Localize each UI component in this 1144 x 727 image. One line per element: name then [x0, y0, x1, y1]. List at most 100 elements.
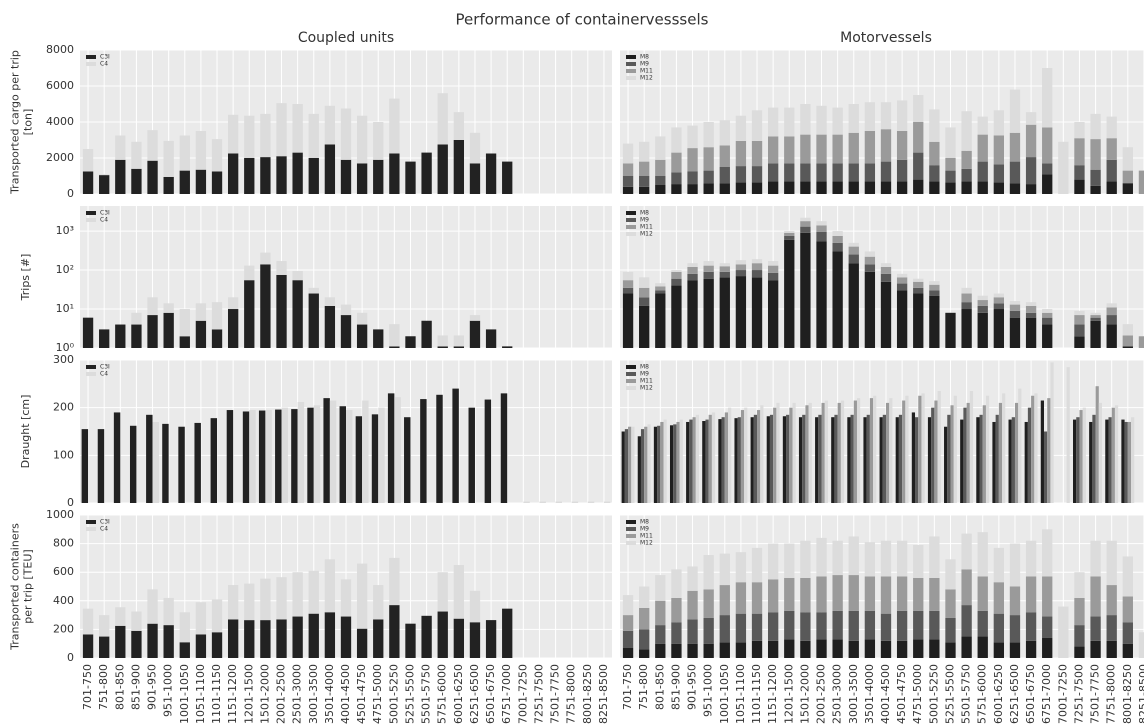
- legend-swatch: [86, 55, 96, 59]
- legend-label: M8: [640, 54, 649, 61]
- bar: [152, 421, 159, 503]
- bar-segment: [1025, 124, 1037, 158]
- bar: [744, 407, 748, 503]
- bar-segment: [687, 125, 698, 149]
- bar-segment: [356, 163, 368, 194]
- bar-segment: [848, 575, 859, 611]
- bar-segment: [622, 271, 634, 281]
- bar-segment: [1106, 615, 1117, 641]
- x-tick-label: 4751-5000: [371, 664, 384, 724]
- legend-label: M11: [640, 68, 653, 75]
- bar-segment: [1074, 315, 1085, 325]
- bar-segment: [453, 112, 465, 140]
- bar-segment: [719, 642, 730, 658]
- bar-segment: [767, 579, 779, 613]
- legend-label: C3I: [100, 519, 110, 526]
- bar: [323, 398, 330, 503]
- bar-segment: [373, 585, 384, 620]
- legend-swatch: [626, 365, 636, 369]
- legend-label: M9: [640, 61, 649, 68]
- bar: [1047, 398, 1051, 503]
- bar-segment: [816, 639, 827, 658]
- bar-segment: [1138, 632, 1144, 658]
- bar: [911, 412, 916, 503]
- bar: [879, 417, 883, 503]
- panel-title: Motorvessels: [840, 30, 932, 46]
- bar-segment: [1074, 597, 1085, 626]
- y-tick-label: 0: [67, 187, 74, 200]
- bar-segment: [502, 608, 513, 658]
- x-tick-label: 851-900: [129, 664, 142, 710]
- bar-segment: [703, 183, 714, 194]
- bar-segment: [913, 281, 924, 288]
- x-tick-label: 1001-1050: [178, 664, 191, 724]
- bar-segment: [1042, 576, 1053, 617]
- bar-segment: [453, 140, 465, 194]
- bar-segment: [244, 158, 255, 194]
- bar-segment: [880, 576, 892, 614]
- y-tick-label: 6000: [46, 79, 74, 92]
- bar-segment: [735, 552, 747, 583]
- bar-segment: [308, 570, 319, 614]
- bar-segment: [784, 107, 795, 137]
- x-tick-label: 5251-5500: [943, 664, 956, 724]
- bar-segment: [848, 104, 859, 133]
- bar: [539, 501, 546, 503]
- bar-segment: [324, 144, 336, 194]
- bar-segment: [993, 135, 1005, 165]
- bar-segment: [687, 566, 698, 591]
- x-tick-label: 6751-7000: [1040, 664, 1053, 724]
- bar-segment: [848, 132, 859, 164]
- bar-segment: [1042, 309, 1053, 313]
- bar-segment: [244, 280, 255, 348]
- bar-segment: [767, 280, 779, 348]
- bar: [113, 412, 121, 503]
- x-tick-label: 2501-3000: [831, 664, 844, 724]
- bar-segment: [147, 315, 158, 348]
- bar-segment: [389, 605, 400, 658]
- bar-segment: [639, 297, 650, 306]
- bar-segment: [622, 630, 634, 648]
- bar-segment: [1122, 346, 1133, 348]
- bar-segment: [961, 569, 972, 606]
- bar-segment: [276, 156, 287, 194]
- x-tick-label: 2001-2500: [275, 664, 288, 724]
- x-tick-label: 4001-4500: [339, 664, 352, 724]
- bar-segment: [832, 575, 843, 611]
- bar-segment: [1009, 183, 1021, 194]
- bar-segment: [1042, 616, 1053, 638]
- bar: [146, 414, 153, 503]
- bar-segment: [147, 297, 158, 316]
- y-tick-label: 2000: [46, 151, 74, 164]
- bar-segment: [389, 346, 400, 348]
- bar-segment: [929, 639, 940, 658]
- bar-segment: [767, 136, 779, 164]
- legend-label: M11: [640, 533, 653, 540]
- bar-segment: [816, 225, 827, 232]
- bar-segment: [767, 181, 779, 194]
- bar: [1111, 407, 1115, 503]
- bar-segment: [703, 617, 714, 644]
- bar-segment: [163, 597, 174, 626]
- legend-label: C4: [100, 217, 108, 224]
- bar: [757, 410, 761, 503]
- x-tick-label: 2501-3000: [291, 664, 304, 724]
- bar-segment: [880, 181, 892, 194]
- bar-segment: [1009, 310, 1021, 318]
- y-tick-label: 300: [53, 353, 74, 366]
- bar-segment: [405, 161, 416, 194]
- bar-segment: [405, 336, 416, 348]
- bar-segment: [784, 232, 795, 236]
- bar: [905, 395, 909, 503]
- x-tick-label: 1051-1100: [734, 664, 747, 724]
- bar-segment: [929, 181, 940, 194]
- bar-segment: [687, 184, 698, 194]
- bar-segment: [1025, 612, 1037, 641]
- bar-segment: [864, 181, 876, 194]
- bar-segment: [961, 287, 972, 294]
- bar: [789, 407, 793, 503]
- bar-segment: [929, 295, 940, 348]
- bar-segment: [308, 293, 319, 348]
- bar: [840, 400, 845, 503]
- bar: [1024, 421, 1028, 503]
